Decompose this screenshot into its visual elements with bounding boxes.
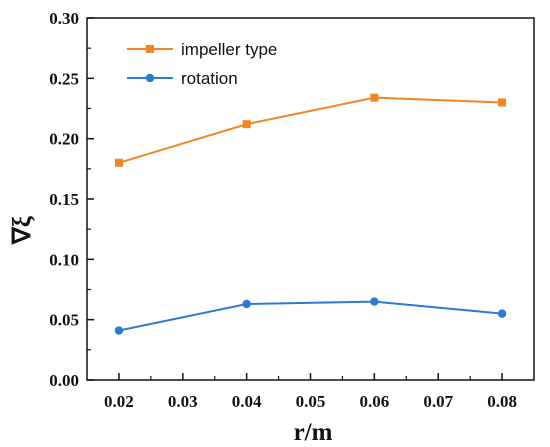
legend-label: rotation bbox=[181, 69, 238, 88]
x-tick-label: 0.03 bbox=[168, 392, 198, 411]
data-point bbox=[370, 297, 379, 306]
data-point bbox=[242, 299, 251, 309]
x-axis: 0.02 0.03 0.04 0.05 0.06 0.07 0.08 bbox=[104, 373, 517, 411]
plot-border bbox=[86, 17, 535, 381]
legend-marker bbox=[146, 45, 154, 53]
y-tick-label: 0.25 bbox=[49, 69, 79, 88]
y-tick-label: 0.20 bbox=[49, 130, 79, 149]
data-point bbox=[114, 158, 123, 167]
x-tick-label: 0.02 bbox=[104, 392, 134, 411]
series-line bbox=[118, 96, 503, 164]
series-impeller-type bbox=[114, 93, 507, 167]
y-tick-label: 0.05 bbox=[49, 311, 79, 330]
legend: impeller type rotation bbox=[127, 40, 277, 88]
y-axis: 0.00 0.05 0.10 0.15 0.20 0.25 0.30 bbox=[49, 9, 94, 390]
y-tick-label: 0.30 bbox=[49, 9, 79, 28]
legend-label: impeller type bbox=[181, 40, 277, 59]
data-point bbox=[370, 93, 379, 102]
series-layer bbox=[114, 93, 507, 335]
legend-item-rotation: rotation bbox=[127, 69, 238, 88]
legend-marker bbox=[145, 73, 155, 83]
data-point bbox=[242, 120, 251, 129]
data-point bbox=[114, 326, 124, 335]
x-tick-label: 0.04 bbox=[232, 392, 262, 411]
plot-frame bbox=[86, 17, 535, 381]
x-tick-label: 0.05 bbox=[296, 392, 326, 411]
x-tick-label: 0.07 bbox=[423, 392, 453, 411]
data-point bbox=[498, 98, 507, 107]
legend-item-impeller-type: impeller type bbox=[127, 40, 277, 59]
y-tick-label: 0.00 bbox=[49, 371, 79, 390]
series-line bbox=[118, 300, 503, 332]
x-tick-label: 0.06 bbox=[359, 392, 389, 411]
series-rotation bbox=[114, 297, 507, 335]
y-tick-label: 0.15 bbox=[49, 190, 79, 209]
x-tick-label: 0.08 bbox=[487, 392, 517, 411]
data-point bbox=[497, 309, 507, 318]
x-axis-title: r/m bbox=[294, 419, 333, 446]
y-tick-label: 0.10 bbox=[49, 250, 79, 269]
y-axis-title: ∇ξ bbox=[9, 215, 36, 245]
